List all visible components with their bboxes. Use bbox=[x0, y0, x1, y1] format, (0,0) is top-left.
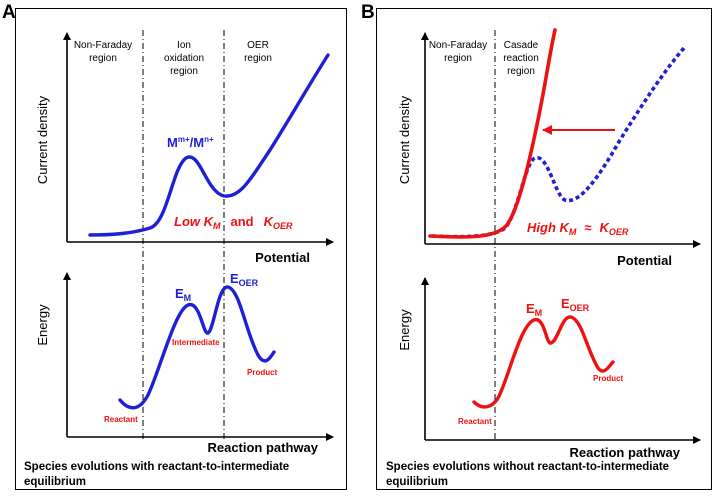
panel-b-region-1-line1: Non-Faraday bbox=[429, 40, 487, 51]
panel-b-top-xlabel: Potential bbox=[617, 253, 672, 268]
panel-a-energy-curve bbox=[118, 285, 276, 410]
panel-a-bottom-ylabel: Energy bbox=[35, 304, 50, 346]
panel-a-rate-label: Low KM and KOER bbox=[174, 214, 293, 231]
panel-a-eoer-label: EOER bbox=[230, 271, 259, 288]
panel-b-letter: B bbox=[361, 2, 375, 23]
panel-b-bottom-xlabel: Reaction pathway bbox=[569, 445, 680, 460]
panel-b-reactant-label: Reactant bbox=[458, 417, 492, 426]
panel-a-top-ylabel: Current density bbox=[35, 95, 50, 184]
panel-b-dotted-curve bbox=[431, 46, 686, 239]
panel-b-em-label: EM bbox=[526, 301, 542, 318]
panel-b-caption-line1: Species evolutions without reactant-to-i… bbox=[386, 461, 670, 473]
panel-b-eoer-label: EOER bbox=[561, 296, 590, 313]
panel-a-region-1-line1: Non-Faraday bbox=[74, 40, 132, 51]
panel-b-current-curve bbox=[428, 28, 557, 239]
panel-b-region-2-line1: Casade bbox=[504, 40, 539, 51]
panel-a-reactant-label: Reactant bbox=[104, 415, 138, 424]
panel-b-frame bbox=[376, 8, 712, 490]
panel-a-redox-label: Mm+/Mn+ bbox=[167, 135, 214, 150]
panel-a-region-2-line1: Ion bbox=[177, 40, 191, 51]
panel-b-rate-label: High KM ≈ KOER bbox=[527, 220, 629, 237]
panel-a-caption: Species evolutions with reactant-to-inte… bbox=[24, 460, 344, 490]
panel-a-intermediate-label: Intermediate bbox=[172, 338, 220, 347]
panel-a-caption-line1: Species evolutions with reactant-to-inte… bbox=[24, 461, 290, 473]
panel-a-region-1-line2: region bbox=[89, 53, 117, 64]
panel-a-bottom-xlabel: Reaction pathway bbox=[207, 440, 318, 455]
panel-a-top-xlabel: Potential bbox=[255, 250, 310, 265]
panel-b-region-1-line2: region bbox=[444, 53, 472, 64]
panel-a-current-curve bbox=[88, 53, 330, 237]
panel-a-caption-line2: equilibrium bbox=[24, 476, 86, 488]
panel-a-em-label: EM bbox=[175, 286, 191, 303]
panel-a-region-2-line3: region bbox=[170, 66, 198, 77]
panel-a-region-2-line2: oxidation bbox=[164, 53, 204, 64]
panel-a-product-label: Product bbox=[247, 368, 278, 377]
panel-a-frame bbox=[15, 8, 347, 490]
panel-b-energy-curve bbox=[472, 315, 615, 409]
panel-a-region-3-line1: OER bbox=[247, 40, 269, 51]
panel-b-top-ylabel: Current density bbox=[397, 95, 412, 184]
panel-b-product-label: Product bbox=[593, 374, 624, 383]
panel-b-caption: Species evolutions without reactant-to-i… bbox=[386, 460, 710, 490]
panel-b-region-2-line3: region bbox=[507, 66, 535, 77]
panel-b-region-2-line2: reaction bbox=[503, 53, 539, 64]
panel-a-region-3-line2: region bbox=[244, 53, 272, 64]
panel-a-letter: A bbox=[2, 2, 16, 23]
panel-b-bottom-ylabel: Energy bbox=[397, 309, 412, 351]
panel-b-caption-line2: equilibrium bbox=[386, 476, 448, 488]
